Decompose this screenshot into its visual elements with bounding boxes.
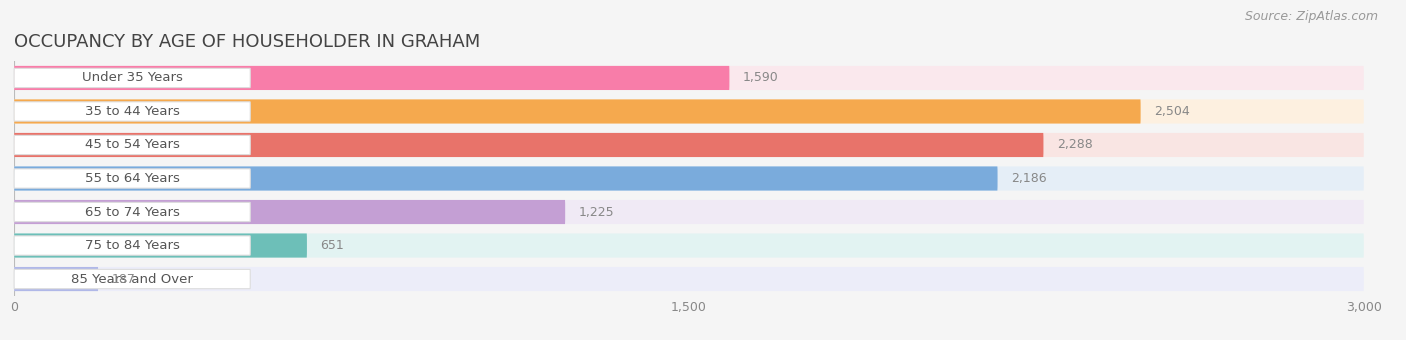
FancyBboxPatch shape: [14, 133, 1364, 157]
Text: 2,288: 2,288: [1057, 138, 1092, 152]
FancyBboxPatch shape: [14, 236, 250, 255]
FancyBboxPatch shape: [14, 66, 1364, 90]
FancyBboxPatch shape: [14, 169, 250, 188]
Text: 651: 651: [321, 239, 344, 252]
FancyBboxPatch shape: [14, 200, 565, 224]
Text: 65 to 74 Years: 65 to 74 Years: [84, 205, 180, 219]
Text: OCCUPANCY BY AGE OF HOUSEHOLDER IN GRAHAM: OCCUPANCY BY AGE OF HOUSEHOLDER IN GRAHA…: [14, 33, 481, 51]
Text: 75 to 84 Years: 75 to 84 Years: [84, 239, 180, 252]
Text: 45 to 54 Years: 45 to 54 Years: [84, 138, 180, 152]
FancyBboxPatch shape: [14, 99, 1140, 123]
FancyBboxPatch shape: [14, 267, 1364, 291]
FancyBboxPatch shape: [14, 200, 1364, 224]
FancyBboxPatch shape: [14, 66, 730, 90]
Text: 35 to 44 Years: 35 to 44 Years: [84, 105, 180, 118]
Text: 85 Years and Over: 85 Years and Over: [72, 273, 193, 286]
FancyBboxPatch shape: [14, 234, 307, 258]
FancyBboxPatch shape: [14, 167, 1364, 190]
FancyBboxPatch shape: [14, 269, 250, 289]
Text: 2,186: 2,186: [1011, 172, 1046, 185]
FancyBboxPatch shape: [14, 167, 998, 190]
Text: Source: ZipAtlas.com: Source: ZipAtlas.com: [1244, 10, 1378, 23]
FancyBboxPatch shape: [14, 99, 1364, 123]
Text: 1,590: 1,590: [742, 71, 779, 84]
Text: 55 to 64 Years: 55 to 64 Years: [84, 172, 180, 185]
FancyBboxPatch shape: [14, 133, 1043, 157]
Text: 1,225: 1,225: [579, 205, 614, 219]
FancyBboxPatch shape: [14, 102, 250, 121]
FancyBboxPatch shape: [14, 234, 1364, 258]
Text: 2,504: 2,504: [1154, 105, 1189, 118]
Text: 187: 187: [111, 273, 135, 286]
Text: Under 35 Years: Under 35 Years: [82, 71, 183, 84]
FancyBboxPatch shape: [14, 267, 98, 291]
FancyBboxPatch shape: [14, 202, 250, 222]
FancyBboxPatch shape: [14, 68, 250, 88]
FancyBboxPatch shape: [14, 135, 250, 155]
